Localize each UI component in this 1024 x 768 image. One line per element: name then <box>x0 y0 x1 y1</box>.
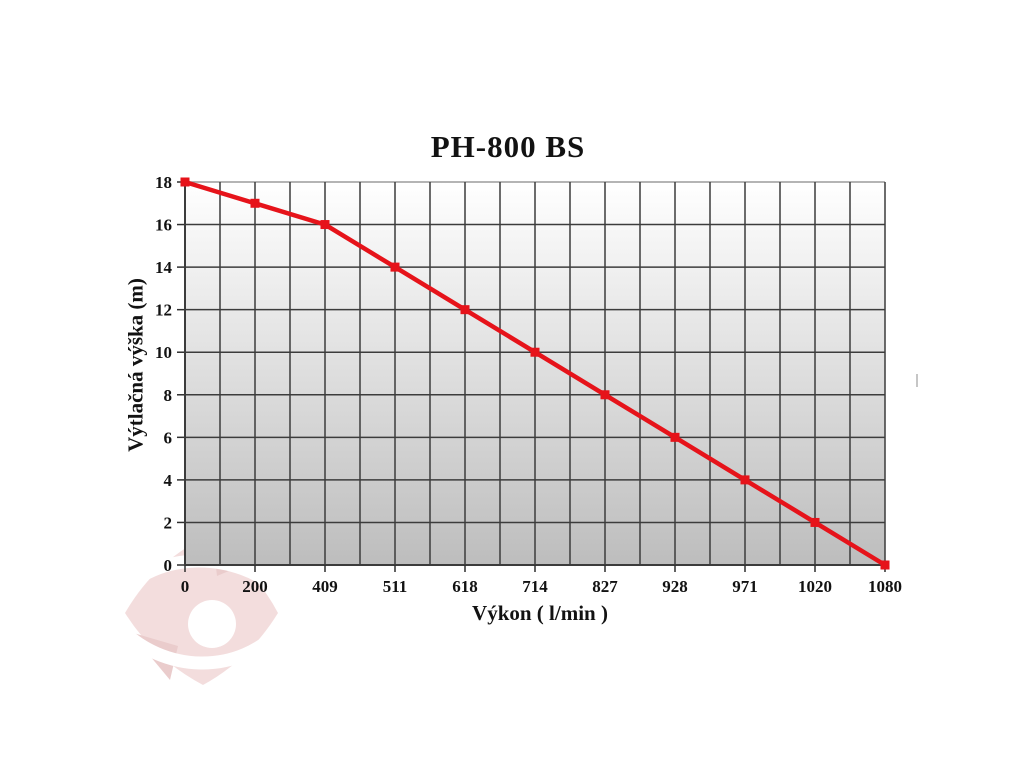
data-point-marker <box>600 390 610 400</box>
data-point-marker <box>880 560 890 570</box>
y-tick-label: 12 <box>155 301 172 320</box>
y-tick-label: 16 <box>155 216 172 235</box>
y-tick-label: 14 <box>155 258 173 277</box>
x-tick-label: 1080 <box>868 577 902 596</box>
x-tick-label: 409 <box>312 577 338 596</box>
x-tick-label: 971 <box>732 577 758 596</box>
watermark-swoosh-lower <box>116 621 288 670</box>
y-tick-label: 2 <box>164 513 173 532</box>
y-axis-title: Výtlačná výška (m) <box>123 278 148 452</box>
x-tick-label: 0 <box>181 577 190 596</box>
x-tick-label: 511 <box>383 577 408 596</box>
data-point-marker <box>390 262 400 272</box>
x-tick-label: 928 <box>662 577 688 596</box>
x-axis-title: Výkon ( l/min ) <box>472 601 608 625</box>
data-point-marker <box>460 305 470 315</box>
data-point-marker <box>250 198 260 208</box>
x-tick-label: 618 <box>452 577 478 596</box>
y-tick-label: 8 <box>164 386 173 405</box>
x-tick-label: 1020 <box>798 577 832 596</box>
y-tick-label: 6 <box>164 428 173 447</box>
data-point-marker <box>740 475 750 485</box>
data-point-marker <box>180 177 190 187</box>
chart-title: PH-800 BS <box>430 129 586 164</box>
x-tick-label: 827 <box>592 577 618 596</box>
y-tick-label: 4 <box>164 471 173 490</box>
data-point-marker <box>810 517 820 527</box>
y-tick-label: 10 <box>155 343 172 362</box>
y-tick-label: 0 <box>164 556 173 575</box>
y-tick-label: 18 <box>155 173 172 192</box>
watermark-center-hole <box>188 600 236 648</box>
data-point-marker <box>320 220 330 230</box>
x-tick-label: 714 <box>522 577 548 596</box>
data-point-marker <box>670 432 680 442</box>
x-tick-label: 200 <box>242 577 268 596</box>
data-point-marker <box>530 347 540 357</box>
artifact-mark <box>916 374 918 387</box>
